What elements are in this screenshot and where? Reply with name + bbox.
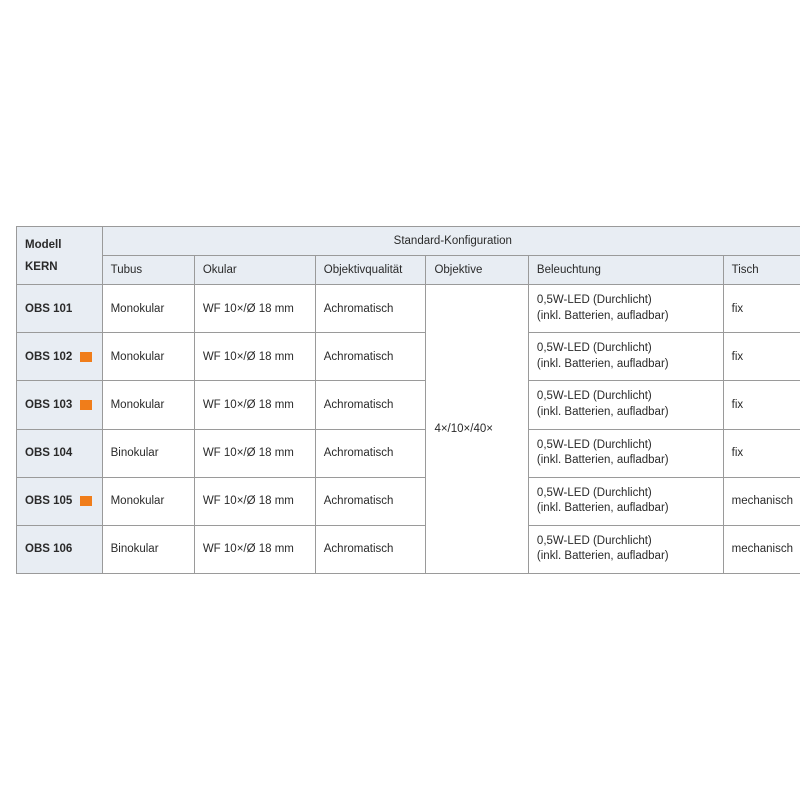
cell-tubus: Monokular — [102, 333, 194, 381]
cell-tisch: mechanisch — [723, 477, 800, 525]
new-badge-icon — [80, 400, 92, 410]
cell-okular: WF 10×/Ø 18 mm — [194, 333, 315, 381]
table-row: OBS 105 MonokularWF 10×/Ø 18 mmAchromati… — [17, 477, 800, 525]
header-model: Modell KERN — [17, 227, 103, 285]
cell-quality: Achromatisch — [315, 429, 426, 477]
new-badge-icon — [80, 496, 92, 506]
table-row: OBS 101MonokularWF 10×/Ø 18 mmAchromatis… — [17, 285, 800, 333]
cell-tubus: Monokular — [102, 477, 194, 525]
cell-model: OBS 106 — [17, 525, 103, 573]
cell-okular: WF 10×/Ø 18 mm — [194, 381, 315, 429]
cell-model: OBS 104 — [17, 429, 103, 477]
cell-okular: WF 10×/Ø 18 mm — [194, 525, 315, 573]
cell-tubus: Monokular — [102, 285, 194, 333]
cell-quality: Achromatisch — [315, 285, 426, 333]
cell-tisch: fix — [723, 333, 800, 381]
table-row: OBS 106BinokularWF 10×/Ø 18 mmAchromatis… — [17, 525, 800, 573]
cell-beleuchtung: 0,5W-LED (Durchlicht)(inkl. Batterien, a… — [528, 429, 723, 477]
cell-tubus: Binokular — [102, 429, 194, 477]
new-badge-icon — [80, 352, 92, 362]
cell-tubus: Monokular — [102, 381, 194, 429]
cell-beleuchtung: 0,5W-LED (Durchlicht)(inkl. Batterien, a… — [528, 381, 723, 429]
table-row: OBS 104BinokularWF 10×/Ø 18 mmAchromatis… — [17, 429, 800, 477]
cell-tubus: Binokular — [102, 525, 194, 573]
cell-tisch: fix — [723, 285, 800, 333]
cell-quality: Achromatisch — [315, 333, 426, 381]
table-row: OBS 102 MonokularWF 10×/Ø 18 mmAchromati… — [17, 333, 800, 381]
cell-model: OBS 105 — [17, 477, 103, 525]
cell-okular: WF 10×/Ø 18 mm — [194, 285, 315, 333]
cell-beleuchtung: 0,5W-LED (Durchlicht)(inkl. Batterien, a… — [528, 525, 723, 573]
cell-tisch: mechanisch — [723, 525, 800, 573]
cell-beleuchtung: 0,5W-LED (Durchlicht)(inkl. Batterien, a… — [528, 333, 723, 381]
cell-tisch: fix — [723, 429, 800, 477]
cell-model: OBS 102 — [17, 333, 103, 381]
cell-beleuchtung: 0,5W-LED (Durchlicht)(inkl. Batterien, a… — [528, 477, 723, 525]
header-spanner: Standard-Konfiguration — [102, 227, 800, 256]
col-okular: Okular — [194, 256, 315, 285]
col-tubus: Tubus — [102, 256, 194, 285]
cell-beleuchtung: 0,5W-LED (Durchlicht)(inkl. Batterien, a… — [528, 285, 723, 333]
col-quality: Objektivqualität — [315, 256, 426, 285]
cell-quality: Achromatisch — [315, 381, 426, 429]
col-objektive: Objektive — [426, 256, 528, 285]
cell-tisch: fix — [723, 381, 800, 429]
cell-model: OBS 101 — [17, 285, 103, 333]
cell-okular: WF 10×/Ø 18 mm — [194, 477, 315, 525]
cell-model: OBS 103 — [17, 381, 103, 429]
table-row: OBS 103 MonokularWF 10×/Ø 18 mmAchromati… — [17, 381, 800, 429]
cell-quality: Achromatisch — [315, 477, 426, 525]
col-tisch: Tisch — [723, 256, 800, 285]
cell-okular: WF 10×/Ø 18 mm — [194, 429, 315, 477]
table-body: OBS 101MonokularWF 10×/Ø 18 mmAchromatis… — [17, 285, 800, 573]
cell-objektive: 4×/10×/40× — [426, 285, 528, 573]
config-table: Modell KERN Standard-Konfiguration Tubus… — [16, 226, 800, 573]
cell-quality: Achromatisch — [315, 525, 426, 573]
col-beleuchtung: Beleuchtung — [528, 256, 723, 285]
